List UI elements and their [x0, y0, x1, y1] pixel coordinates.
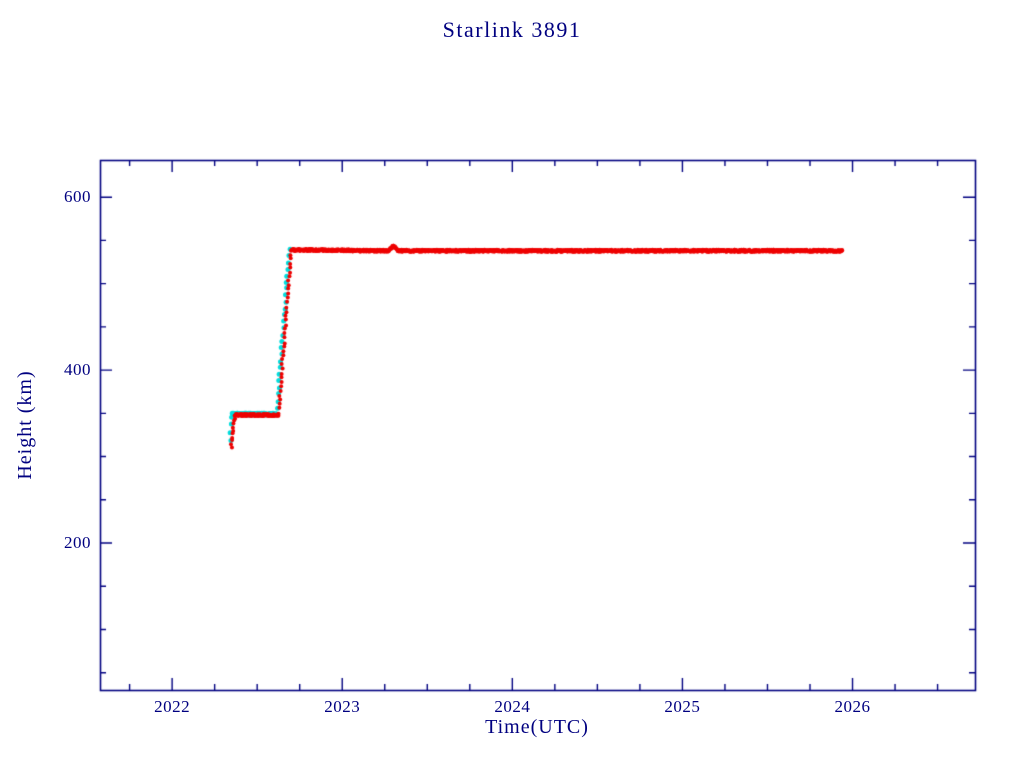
- y-tick-label: 400: [64, 360, 91, 380]
- x-tick-label: 2026: [834, 697, 871, 716]
- y-axis-label: Height (km): [14, 370, 36, 480]
- y-tick-label: 200: [64, 533, 91, 553]
- x-tick-label: 2025: [664, 697, 701, 716]
- x-axis-label: Time(UTC): [485, 716, 589, 738]
- x-tick-label: 2023: [324, 697, 361, 716]
- x-tick-label: 2022: [154, 697, 191, 716]
- y-tick-label: 600: [64, 187, 91, 207]
- x-tick-label: 2024: [494, 697, 531, 716]
